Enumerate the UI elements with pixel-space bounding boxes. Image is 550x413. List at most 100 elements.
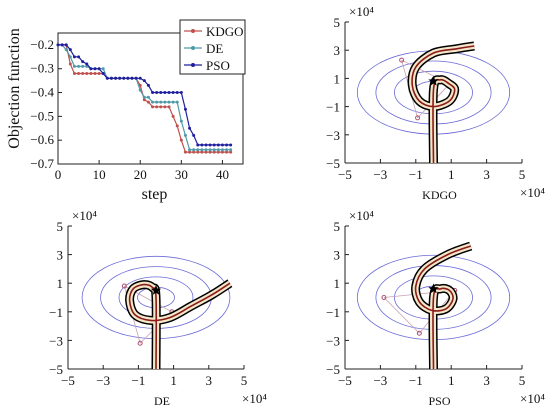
pso-y-exponent-label: ×10⁴: [349, 208, 374, 223]
data-point-DE: [64, 48, 68, 52]
kdgo-x-tick-label: −5: [338, 167, 352, 182]
data-point-KDGO: [81, 71, 85, 75]
pso-y-tick-label: 1: [334, 276, 341, 291]
y-tick-label: −0.6: [30, 132, 54, 147]
data-point-DE: [208, 148, 212, 152]
data-point-DE: [146, 95, 150, 99]
pso-x-tick-label: −3: [373, 373, 387, 388]
data-point-PSO: [220, 143, 224, 147]
kdgo-x-tick-label: 3: [483, 167, 490, 182]
data-point-KDGO: [85, 71, 89, 75]
data-point-PSO: [101, 71, 105, 75]
data-point-DE: [175, 100, 179, 104]
kdgo-y-exponent-label: ×10⁴: [349, 4, 374, 19]
de-waypoint: [121, 283, 127, 289]
data-point-DE: [204, 148, 208, 152]
y-tick-label: −0.2: [30, 37, 54, 52]
x-tick-label: 10: [93, 167, 106, 182]
data-point-KDGO: [163, 105, 167, 109]
kdgo-waypoint: [415, 115, 421, 121]
data-point-KDGO: [138, 83, 142, 87]
de-y-tick-label: 3: [57, 248, 64, 263]
data-point-PSO: [146, 83, 150, 87]
data-point-PSO: [134, 76, 138, 80]
de-y-tick-label: −1: [49, 305, 63, 320]
de-y-tick-label: −5: [49, 362, 63, 377]
data-point-KDGO: [183, 150, 187, 154]
data-point-KDGO: [146, 100, 150, 104]
data-point-PSO: [171, 91, 175, 95]
data-point-DE: [151, 100, 155, 104]
data-point-KDGO: [155, 105, 159, 109]
kdgo-panel-label: KDGO: [422, 188, 457, 202]
data-point-PSO: [85, 62, 89, 66]
data-point-PSO: [204, 143, 208, 147]
kdgo-target-star: [428, 75, 439, 86]
data-point-DE: [220, 148, 224, 152]
pso-x-tick-label: 3: [483, 373, 490, 388]
x-tick-label: 0: [55, 167, 62, 182]
kdgo-y-tick-label: −3: [326, 128, 340, 143]
data-point-KDGO: [212, 150, 216, 154]
data-point-DE: [163, 100, 167, 104]
kdgo-waypoint: [399, 57, 405, 63]
data-point-DE: [196, 148, 200, 152]
pso-panel-label: PSO: [428, 394, 450, 408]
legend-label-KDGO: KDGO: [206, 24, 244, 39]
kdgo-path-center: [411, 45, 475, 164]
data-point-PSO: [109, 76, 113, 80]
data-point-DE: [159, 100, 163, 104]
kdgo-y-tick-label: 3: [334, 43, 341, 58]
data-point-KDGO: [171, 114, 175, 118]
data-point-KDGO: [200, 150, 204, 154]
pso-waypoint: [416, 330, 422, 336]
data-point-PSO: [208, 143, 212, 147]
pso-path-center: [414, 245, 471, 370]
data-point-PSO: [192, 133, 196, 137]
kdgo-x-tick-label: −3: [373, 167, 387, 182]
data-point-KDGO: [151, 105, 155, 109]
data-point-PSO: [118, 76, 122, 80]
data-point-PSO: [142, 79, 146, 83]
data-point-DE: [212, 148, 216, 152]
kdgo-x-exponent-label: ×10⁴: [520, 185, 545, 200]
data-point-PSO: [200, 143, 204, 147]
data-point-DE: [183, 133, 187, 137]
pso-x-tick-label: 5: [519, 373, 526, 388]
plot-frame: [57, 32, 244, 165]
de-x-tick-label: −5: [61, 373, 75, 388]
kdgo-x-tick-label: 5: [519, 167, 526, 182]
data-point-PSO: [105, 76, 109, 80]
data-point-PSO: [138, 76, 142, 80]
de-target-star: [150, 284, 162, 295]
data-point-PSO: [159, 91, 163, 95]
legend-label-DE: DE: [206, 41, 223, 56]
data-point-KDGO: [208, 150, 212, 154]
pso-y-tick-label: 5: [334, 219, 341, 234]
data-point-PSO: [229, 143, 233, 147]
kdgo-y-tick-label: 1: [334, 71, 341, 86]
data-point-PSO: [130, 76, 134, 80]
data-point-PSO: [114, 76, 118, 80]
data-point-DE: [142, 95, 146, 99]
data-point-PSO: [93, 67, 97, 71]
pso-x-exponent-label: ×10⁴: [520, 391, 545, 406]
data-point-PSO: [167, 91, 171, 95]
data-point-PSO: [72, 55, 76, 59]
data-point-KDGO: [216, 150, 220, 154]
data-point-DE: [81, 64, 85, 68]
data-point-PSO: [183, 107, 187, 111]
pso-waypoint-link: [383, 297, 420, 334]
data-point-KDGO: [97, 71, 101, 75]
de-path-band: [126, 280, 232, 370]
y-tick-label: −0.3: [30, 61, 54, 76]
kdgo-x-tick-label: 1: [448, 167, 455, 182]
legend-marker-PSO: [191, 63, 195, 67]
data-point-KDGO: [142, 98, 146, 102]
data-point-KDGO: [225, 150, 229, 154]
de-x-tick-label: 3: [206, 373, 213, 388]
kdgo-x-tick-label: −1: [409, 167, 423, 182]
data-point-PSO: [196, 143, 200, 147]
pso-y-tick-label: 3: [334, 248, 341, 263]
